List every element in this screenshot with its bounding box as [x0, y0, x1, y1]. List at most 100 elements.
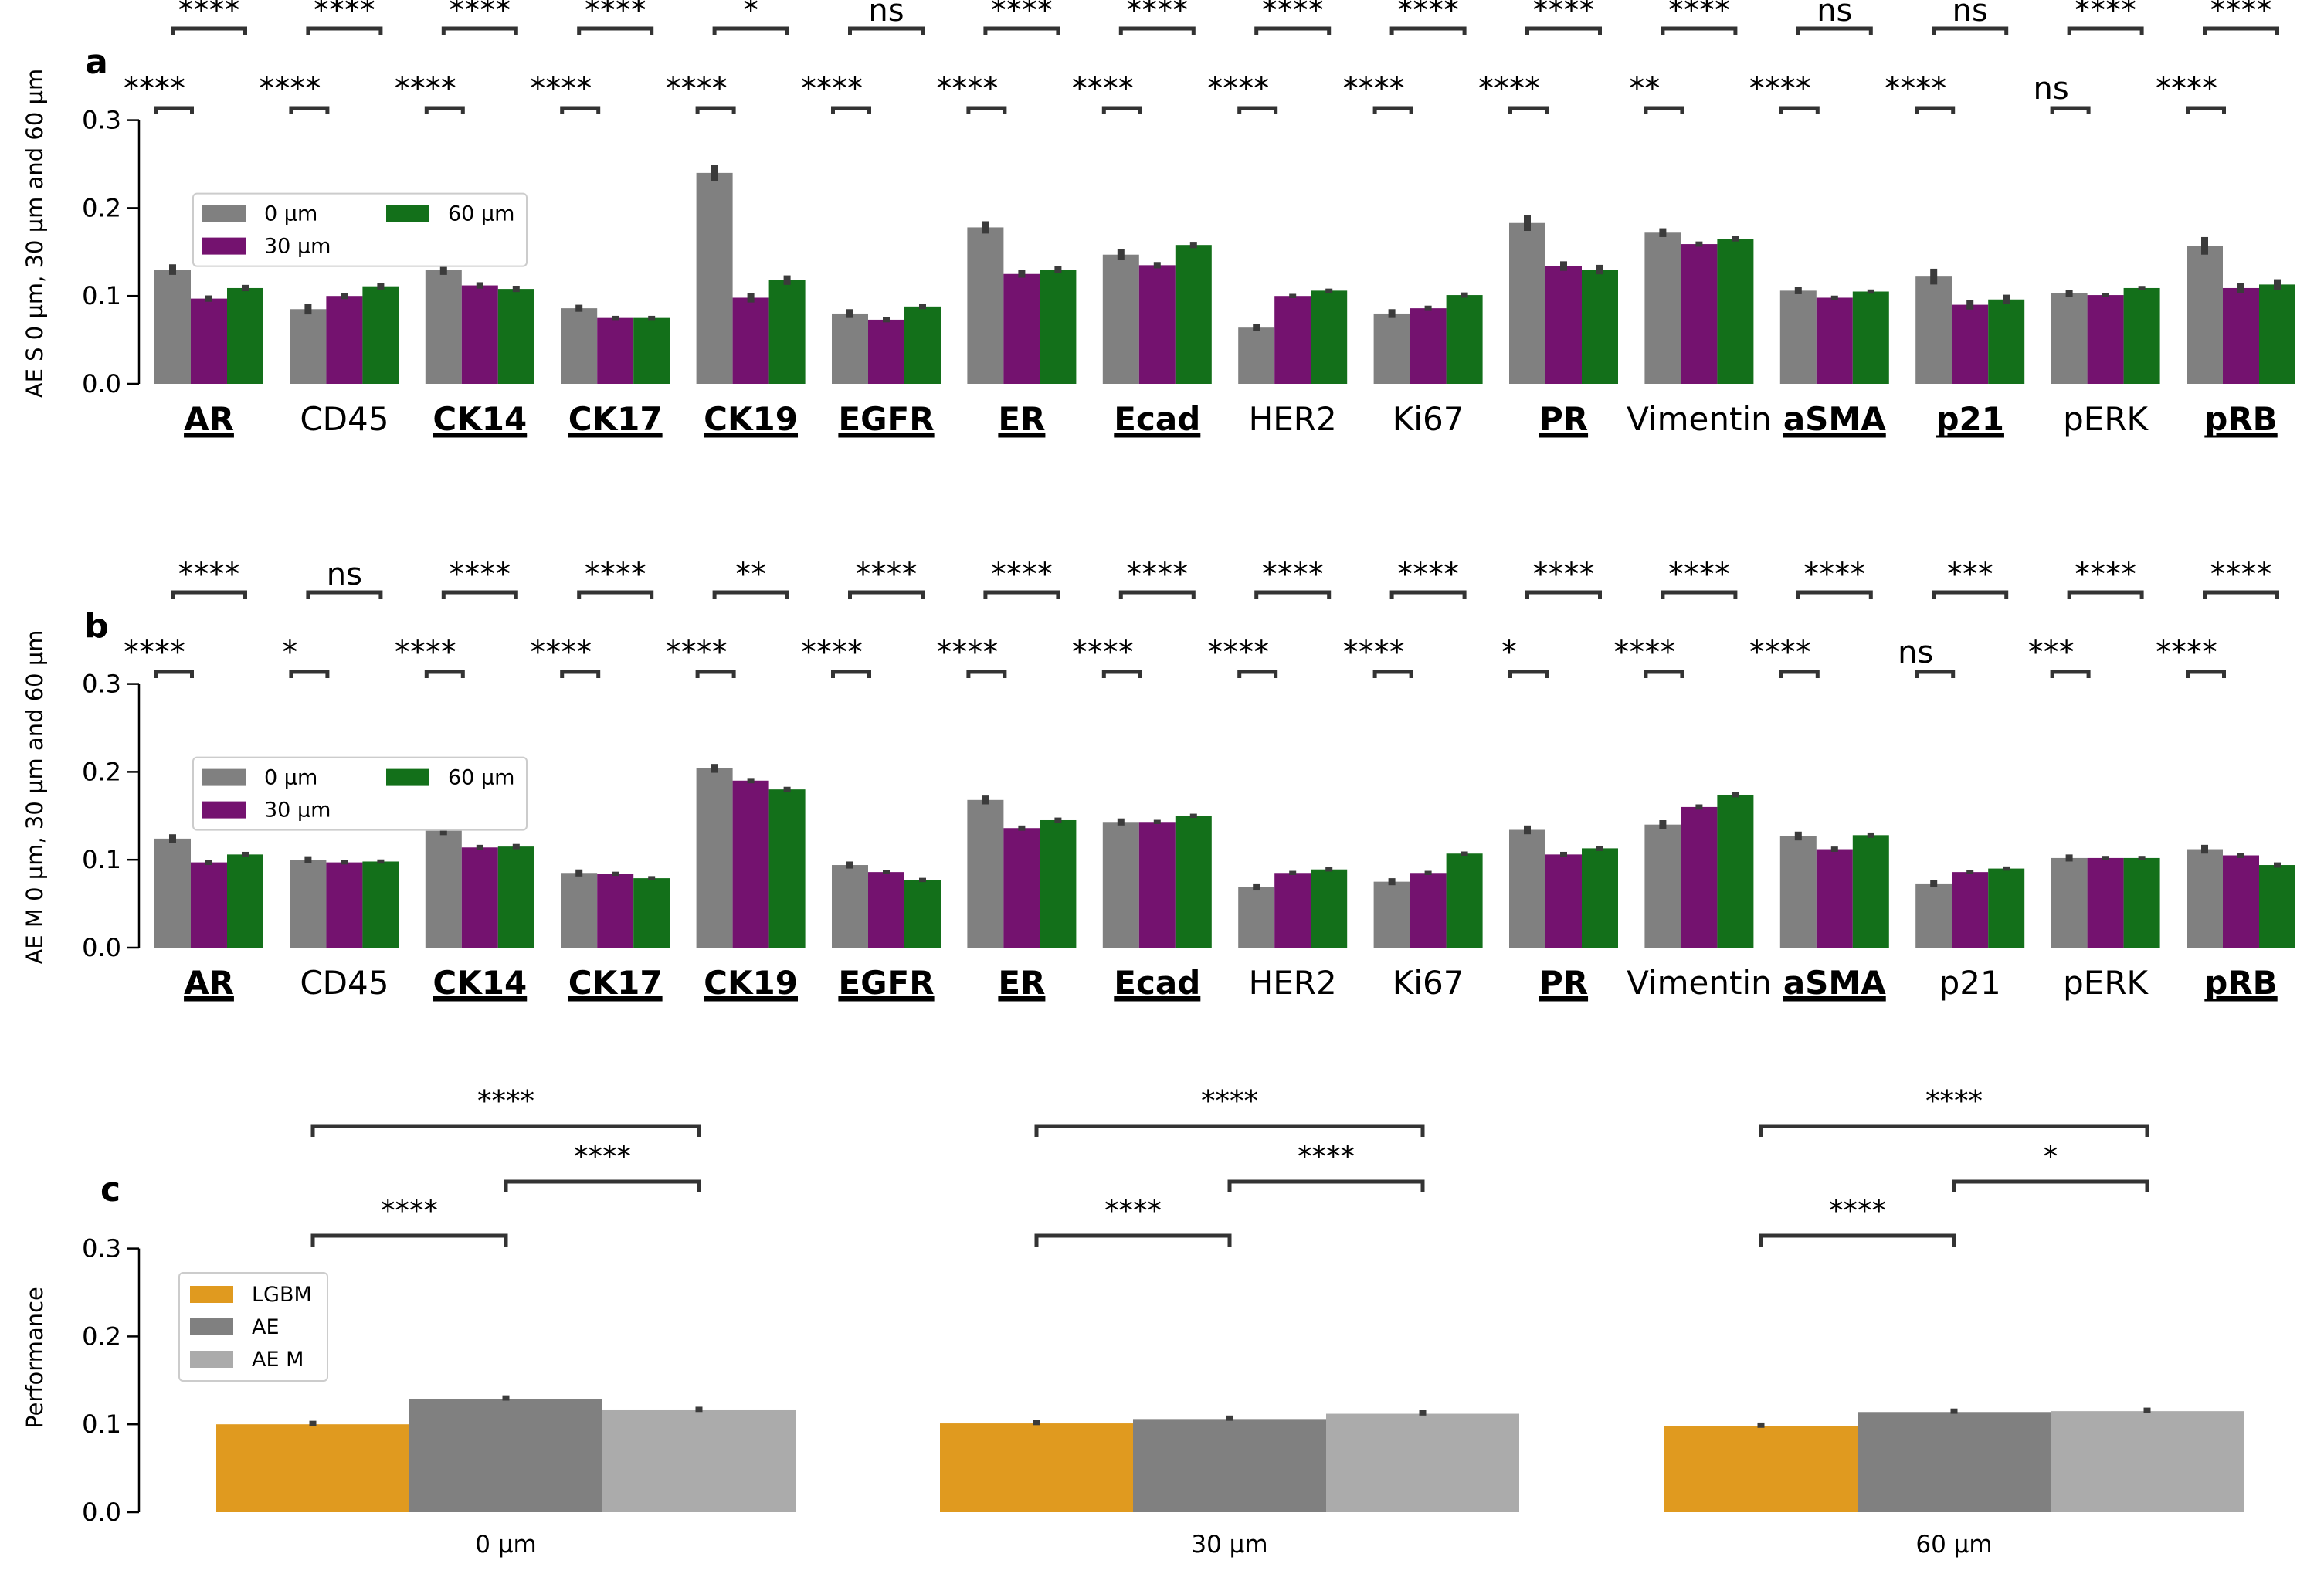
bar-CK19-0 [696, 768, 733, 948]
significance-bracket [2203, 26, 2279, 35]
significance-bracket [1915, 670, 1956, 678]
significance-bracket [1508, 106, 1549, 114]
significance-label: **** [585, 557, 646, 592]
significance-label: **** [1072, 71, 1134, 107]
bar-CD45-1 [326, 296, 363, 384]
legend-swatch [190, 1318, 233, 1335]
significance-label: **** [2156, 635, 2217, 670]
significance-bracket [577, 26, 654, 35]
x-tick-label: p21 [1939, 964, 2001, 1002]
y-tick-label: 0.0 [82, 933, 121, 962]
significance-label: **** [449, 0, 511, 29]
significance-label: **** [2156, 71, 2217, 107]
significance-label: **** [530, 71, 592, 107]
y-tick-label: 0.2 [82, 193, 121, 222]
significance-label: ** [1629, 71, 1660, 107]
bar-ER-0 [967, 799, 1004, 948]
bar-CD45-0 [290, 860, 327, 948]
bar-AR-2 [227, 287, 263, 384]
legend-swatch [202, 205, 246, 222]
significance-label: **** [178, 0, 240, 29]
significance-bracket [306, 26, 383, 35]
significance-label: **** [801, 71, 863, 107]
bar-Ecad-2 [1175, 245, 1212, 384]
significance-label: **** [381, 1194, 438, 1227]
panel-a: a 0.0 0.1 0.2 0.3 AE S 0 µm, 30 µm and 60 µm A… [22, 0, 2295, 438]
bar-p21-0 [1915, 276, 1952, 384]
bar-0 µm-1 [409, 1399, 602, 1512]
bar-pRB-0 [2187, 246, 2223, 384]
bar-pRB-0 [2187, 849, 2223, 948]
x-tick-label: pERK [2063, 400, 2149, 438]
bar-CK17-2 [633, 317, 670, 384]
bar-CK19-0 [696, 172, 733, 384]
bar-p21-2 [1988, 868, 2025, 948]
significance-label: **** [801, 635, 863, 670]
significance-label: **** [314, 0, 375, 29]
bar-CK14-2 [497, 289, 534, 384]
y-axis-label: Performance [22, 1287, 48, 1429]
significance-label: **** [1207, 635, 1269, 670]
significance-bracket [2186, 670, 2226, 678]
y-axis-label: AE M 0 µm, 30 µm and 60 µm [22, 629, 48, 964]
significance-label: ns [1817, 0, 1852, 29]
significance-label: **** [449, 557, 511, 592]
significance-label: ns [2033, 71, 2068, 107]
x-tick-label: CK19 [704, 400, 798, 438]
significance-label: **** [1478, 71, 1540, 107]
significance-label: **** [1749, 71, 1811, 107]
bar-CK17-0 [561, 308, 598, 384]
significance-label: **** [2210, 0, 2272, 29]
bar-CK17-2 [633, 878, 670, 948]
bar-pRB-2 [2259, 865, 2295, 948]
bar-p21-0 [1915, 883, 1952, 948]
y-tick-label: 0.2 [82, 1321, 121, 1351]
bar-AR-1 [191, 862, 227, 948]
y-tick-label: 0.0 [82, 369, 121, 399]
significance-bracket [1034, 1124, 1425, 1137]
legend-label: LGBM [252, 1283, 312, 1307]
bar-Ecad-0 [1102, 254, 1139, 384]
bar-CK17-1 [597, 317, 634, 384]
significance-label: ns [1898, 635, 1933, 670]
significance-bracket [1759, 1233, 1956, 1247]
bar-p21-1 [1952, 872, 1989, 948]
bar-CK14-0 [425, 830, 462, 948]
significance-label: **** [585, 0, 646, 29]
x-tick-label: Ki67 [1393, 400, 1464, 438]
x-tick-label: Ecad [1114, 964, 1200, 1002]
bar-30 µm-1 [1133, 1419, 1326, 1512]
bar-30 µm-0 [940, 1423, 1133, 1512]
significance-label: **** [991, 557, 1053, 592]
significance-bracket [154, 106, 194, 114]
bar-pERK-0 [2051, 293, 2088, 384]
bar-p21-1 [1952, 304, 1989, 384]
bar-aSMA-0 [1779, 836, 1817, 948]
bar-0 µm-0 [216, 1424, 409, 1512]
significance-label: **** [1397, 557, 1459, 592]
significance-label: **** [1201, 1084, 1258, 1118]
bar-PR-1 [1545, 854, 1582, 948]
x-tick-label: Ecad [1114, 400, 1200, 438]
legend-label: 30 µm [264, 235, 331, 259]
significance-bracket [966, 106, 1007, 114]
significance-bracket [695, 106, 736, 114]
bar-pERK-2 [2123, 287, 2160, 384]
significance-label: **** [1885, 71, 1946, 107]
significance-bracket [1254, 590, 1332, 599]
significance-label: **** [1829, 1194, 1886, 1227]
bar-EGFR-2 [904, 880, 941, 948]
significance-bracket [560, 106, 601, 114]
bar-PR-0 [1509, 222, 1545, 384]
x-tick-label: PR [1539, 964, 1588, 1002]
significance-bracket [1644, 670, 1684, 678]
y-tick-label: 0.3 [82, 1234, 121, 1264]
significance-bracket [1237, 670, 1278, 678]
significance-label: **** [2210, 557, 2272, 592]
significance-bracket [441, 26, 518, 35]
significance-label: **** [1668, 557, 1730, 592]
bar-Ki67-0 [1373, 313, 1410, 384]
significance-bracket [424, 106, 465, 114]
